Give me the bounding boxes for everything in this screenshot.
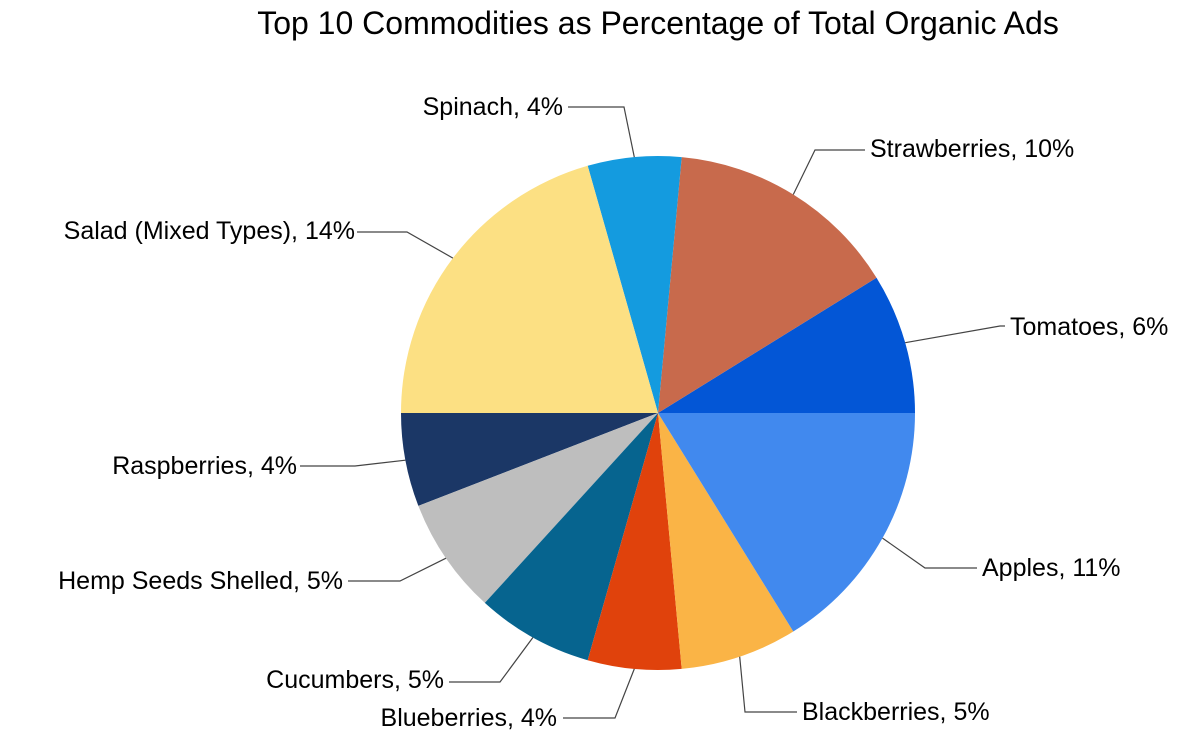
leader-line-salad-mixed-types <box>357 231 454 259</box>
pie-slice-blueberries <box>587 413 682 670</box>
slice-label-apples: Apples, 11% <box>982 554 1121 582</box>
slice-label-tomatoes: Tomatoes, 6% <box>1010 313 1168 341</box>
leader-line-hemp-seeds-shelled <box>348 557 447 582</box>
slice-label-raspberries: Raspberries, 4% <box>112 452 297 480</box>
leader-line-spinach <box>568 106 635 158</box>
pie-slice-salad-mixed-types <box>401 165 658 413</box>
pie-slice-tomatoes <box>658 277 915 413</box>
leader-lines <box>300 106 1005 719</box>
slice-label-blackberries: Blackberries, 5% <box>802 698 990 726</box>
pie-slice-strawberries <box>658 157 877 413</box>
slice-label-salad-mixed-types: Salad (Mixed Types), 14% <box>64 217 355 245</box>
pie-slice-cucumbers <box>484 413 658 661</box>
slice-label-blueberries: Blueberries, 4% <box>381 704 557 732</box>
leader-line-blackberries <box>739 656 797 713</box>
pie-slices <box>401 156 915 670</box>
slice-label-spinach: Spinach, 4% <box>423 93 563 121</box>
slice-label-hemp-seeds-shelled: Hemp Seeds Shelled, 5% <box>58 567 343 595</box>
pie-slice-apples <box>658 413 915 632</box>
leader-line-apples <box>882 537 977 569</box>
slice-label-cucumbers: Cucumbers, 5% <box>266 666 444 694</box>
slice-label-strawberries: Strawberries, 10% <box>870 135 1074 163</box>
pie-slice-spinach <box>587 156 682 414</box>
leader-line-tomatoes <box>905 325 1005 344</box>
leader-line-strawberries <box>792 149 865 195</box>
slice-labels: Tomatoes, 6% Strawberries, 10% Spinach, 4%… <box>58 93 1168 732</box>
leader-line-raspberries <box>300 459 406 467</box>
pie-slice-hemp-seeds-shelled <box>418 413 658 603</box>
leader-line-blueberries <box>563 668 635 719</box>
pie-slice-raspberries <box>401 413 658 506</box>
leader-line-cucumbers <box>449 637 534 683</box>
chart-title: Top 10 Commodities as Percentage of Tota… <box>257 5 1059 41</box>
pie-slice-blackberries <box>658 413 794 669</box>
